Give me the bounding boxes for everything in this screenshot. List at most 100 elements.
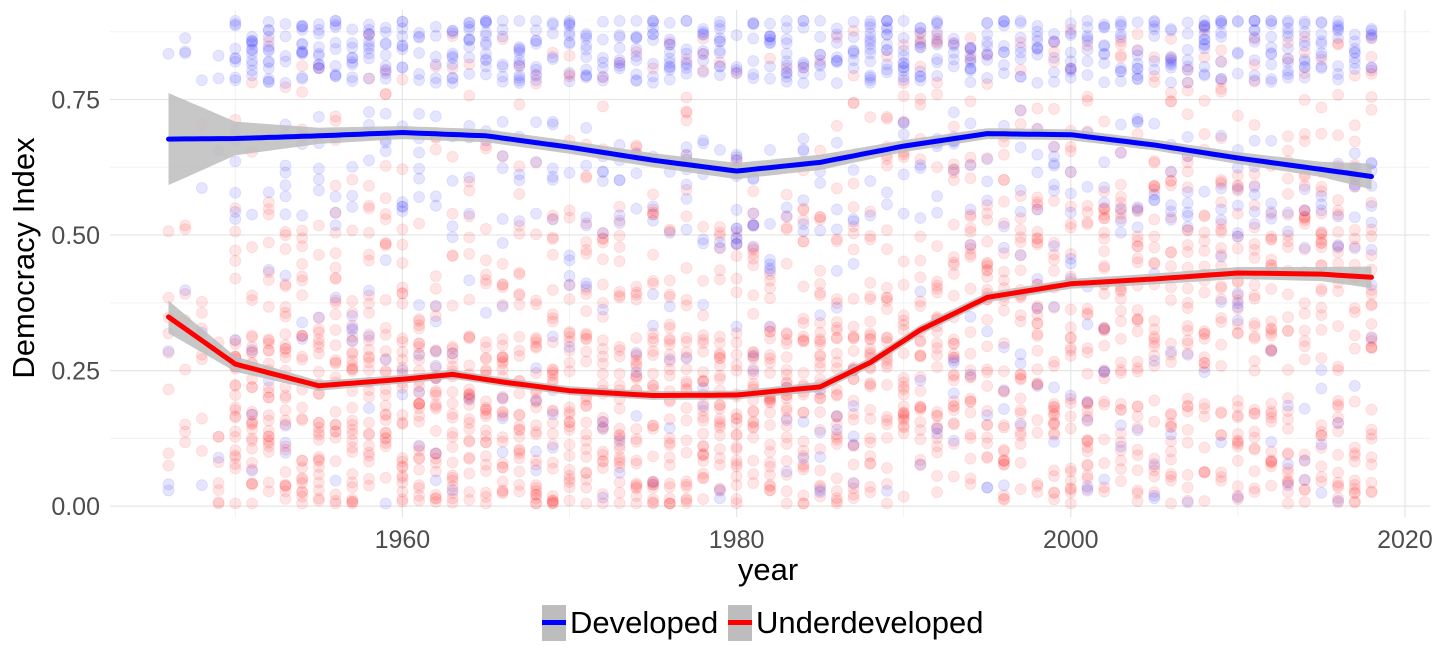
point-underdeveloped (563, 211, 576, 224)
point-underdeveloped (312, 326, 325, 339)
point-underdeveloped (1298, 340, 1311, 353)
point-developed (1315, 382, 1328, 395)
point-underdeveloped (379, 88, 392, 101)
point-underdeveloped (1148, 213, 1161, 226)
point-developed (630, 410, 643, 423)
point-underdeveloped (1348, 447, 1361, 460)
point-underdeveloped (997, 173, 1010, 186)
point-underdeveloped (396, 256, 409, 269)
point-underdeveloped (880, 431, 893, 444)
point-underdeveloped (580, 236, 593, 249)
point-underdeveloped (396, 455, 409, 468)
point-developed (563, 26, 576, 39)
point-underdeveloped (1365, 91, 1378, 104)
point-underdeveloped (713, 369, 726, 382)
point-underdeveloped (413, 494, 426, 507)
point-developed (362, 402, 375, 415)
point-underdeveloped (1281, 144, 1294, 157)
point-underdeveloped (1298, 297, 1311, 310)
point-underdeveloped (346, 441, 359, 454)
point-developed (179, 284, 192, 297)
point-developed (596, 303, 609, 316)
point-developed (162, 478, 175, 491)
point-developed (663, 61, 676, 74)
point-developed (981, 175, 994, 188)
point-underdeveloped (663, 497, 676, 510)
point-underdeveloped (379, 159, 392, 172)
point-underdeveloped (897, 427, 910, 440)
point-underdeveloped (1114, 397, 1127, 410)
point-underdeveloped (246, 346, 259, 359)
point-developed (1098, 40, 1111, 53)
point-underdeveloped (279, 328, 292, 341)
point-underdeveloped (997, 493, 1010, 506)
point-developed (1265, 48, 1278, 61)
point-developed (1165, 76, 1178, 89)
point-underdeveloped (296, 329, 309, 342)
point-underdeveloped (713, 359, 726, 372)
point-developed (312, 62, 325, 75)
point-developed (413, 162, 426, 175)
point-underdeveloped (931, 446, 944, 459)
point-developed (1348, 62, 1361, 75)
point-developed (1014, 248, 1027, 261)
point-underdeveloped (312, 337, 325, 350)
point-developed (1081, 318, 1094, 331)
point-underdeveloped (396, 469, 409, 482)
point-underdeveloped (780, 368, 793, 381)
point-underdeveloped (312, 311, 325, 324)
point-underdeveloped (479, 254, 492, 267)
point-underdeveloped (396, 409, 409, 422)
point-developed (680, 192, 693, 205)
point-developed (1165, 428, 1178, 441)
point-developed (1315, 37, 1328, 50)
point-developed (1098, 322, 1111, 335)
point-underdeveloped (379, 213, 392, 226)
point-underdeveloped (312, 333, 325, 346)
point-developed (1298, 35, 1311, 48)
point-developed (580, 51, 593, 64)
point-developed (797, 145, 810, 158)
point-developed (931, 17, 944, 30)
point-developed (647, 288, 660, 301)
point-underdeveloped (1114, 49, 1127, 62)
point-developed (1315, 486, 1328, 499)
point-underdeveloped (1048, 355, 1061, 368)
point-underdeveloped (1248, 431, 1261, 444)
point-developed (513, 46, 526, 59)
point-underdeveloped (1014, 231, 1027, 244)
point-underdeveloped (1181, 405, 1194, 418)
point-underdeveloped (396, 297, 409, 310)
point-developed (296, 332, 309, 345)
point-developed (931, 427, 944, 440)
point-underdeveloped (312, 61, 325, 74)
point-underdeveloped (546, 494, 559, 507)
point-developed (446, 71, 459, 84)
point-underdeveloped (1281, 187, 1294, 200)
point-underdeveloped (1081, 216, 1094, 229)
point-underdeveloped (379, 237, 392, 250)
point-underdeveloped (1165, 95, 1178, 108)
point-developed (279, 208, 292, 221)
point-underdeveloped (981, 366, 994, 379)
point-developed (914, 22, 927, 35)
point-developed (1048, 300, 1061, 313)
point-developed (680, 62, 693, 75)
point-underdeveloped (1098, 245, 1111, 258)
point-developed (413, 46, 426, 59)
point-developed (947, 37, 960, 50)
point-developed (346, 322, 359, 335)
point-developed (1131, 204, 1144, 217)
point-underdeveloped (1181, 436, 1194, 449)
point-developed (630, 14, 643, 27)
point-underdeveloped (964, 95, 977, 108)
point-developed (1165, 345, 1178, 358)
point-underdeveloped (279, 81, 292, 94)
point-developed (479, 26, 492, 39)
point-underdeveloped (880, 224, 893, 237)
point-underdeveloped (229, 401, 242, 414)
point-developed (747, 54, 760, 67)
point-developed (262, 186, 275, 199)
point-underdeveloped (229, 462, 242, 475)
point-underdeveloped (914, 401, 927, 414)
